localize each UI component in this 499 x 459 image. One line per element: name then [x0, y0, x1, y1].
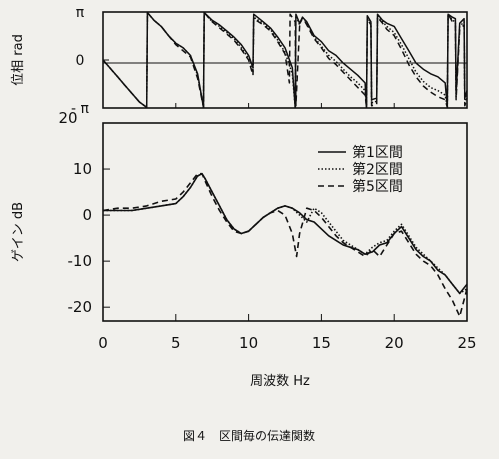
phase-series-line-3 [102, 11, 468, 109]
phase-series-group [102, 11, 468, 109]
gain-plot-frame [102, 122, 468, 322]
gain-y-tick-label: -10 [68, 252, 93, 270]
phase-series-line-1 [102, 11, 468, 109]
phase-panel: π 0 - π 位相 rad [11, 5, 468, 117]
phase-y-tick-label: 0 [76, 53, 85, 69]
figure-caption: 図４ 区間毎の伝達関数 [183, 428, 315, 443]
x-axis-label: 周波数 Hz [250, 374, 310, 389]
gain-y-axis-label: ゲイン dB [11, 202, 26, 262]
gain-tick-group: -20 -10 0 10 0 5 10 15 20 25 [68, 160, 477, 352]
gain-y-tick-label: 10 [73, 160, 92, 178]
gain-y-tick-label: -20 [68, 298, 93, 316]
gain-series-line-1 [103, 172, 468, 295]
phase-y-tick-label: - π [71, 101, 90, 117]
legend-label-3: 第5区間 [352, 178, 403, 195]
gain-top-tick-label: 20 [58, 109, 77, 127]
legend-label-2: 第2区間 [352, 161, 403, 178]
gain-panel: 20 -20 -10 0 10 0 5 10 15 20 25 ゲイン dB 周波数 Hz 第1区… [11, 109, 477, 389]
phase-series-line-2 [102, 11, 468, 109]
gain-y-tick-label: 0 [82, 206, 92, 224]
gain-x-tick-label: 15 [312, 334, 331, 352]
phase-tick-group: π 0 - π [71, 5, 395, 117]
phase-plot-frame [102, 11, 468, 109]
legend-label-1: 第1区間 [352, 144, 403, 161]
gain-x-tick-label: 5 [171, 334, 181, 352]
gain-x-tick-label: 10 [239, 334, 258, 352]
gain-series-line-2 [103, 172, 468, 295]
gain-x-tick-label: 25 [457, 334, 476, 352]
gain-series-group [102, 172, 468, 318]
gain-x-tick-label: 20 [385, 334, 404, 352]
gain-x-tick-label: 0 [98, 334, 108, 352]
gain-series-line-3 [102, 172, 468, 318]
phase-y-axis-label: 位相 rad [11, 34, 26, 86]
phase-y-tick-label: π [76, 5, 85, 21]
